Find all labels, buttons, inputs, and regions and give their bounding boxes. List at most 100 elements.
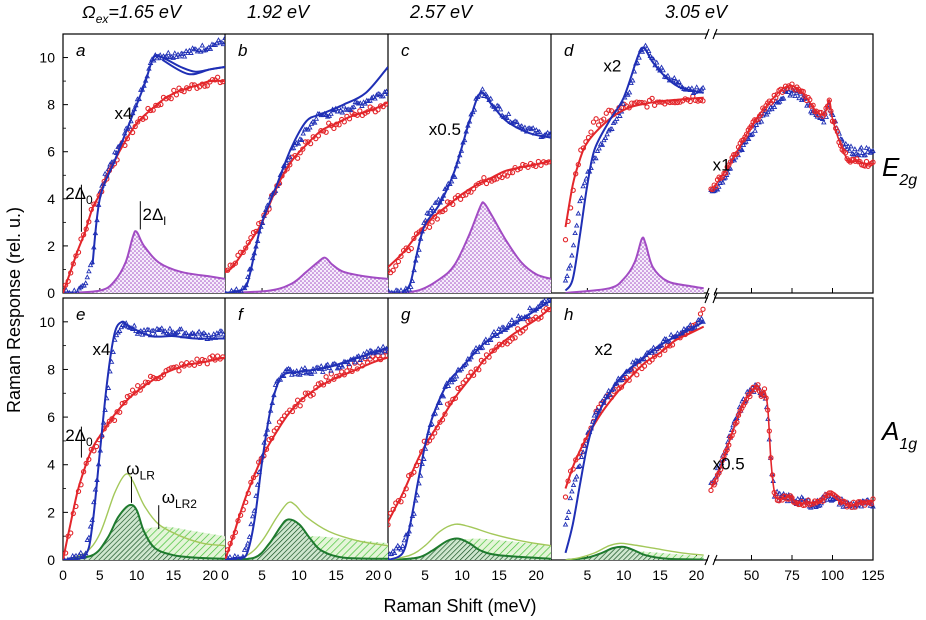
blue-data-point [870,503,876,509]
red-fit-line [225,356,388,560]
blue-fit-line [402,91,551,293]
red-data-point [463,192,469,198]
blue-data-point [546,298,551,300]
blue-data-point [671,74,678,80]
panel-content [225,343,388,560]
blue-data-point [541,298,548,303]
blue-data-point [846,147,853,153]
blue-data-point [564,514,570,520]
blue-data-point [435,196,442,202]
red-data-point [588,129,594,135]
blue-data-point [365,353,372,359]
blue-data-point [500,324,507,330]
blue-data-point [429,204,435,210]
blue-data-point [183,329,189,335]
blue-data-point [347,107,354,113]
blue-data-point [593,155,599,161]
blue-data-point [228,292,229,293]
peak-2delta-l-line [565,236,704,293]
red-data-point [644,104,650,110]
blue-data-point [572,476,578,482]
blue-data-point [739,146,745,152]
annotation-e-2-sub: LR [140,468,156,482]
x-tick-label: 20 [528,567,544,583]
blue-data-point [569,252,575,258]
annotation-e-0: x4 [93,340,111,359]
blue-data-point [202,47,209,53]
blue-data-point [364,348,370,354]
red-data-point [426,224,433,230]
blue-data-point [115,143,121,149]
y-tick-label: 8 [47,97,55,113]
blue-data-point [445,382,452,388]
blue-data-point [452,173,458,179]
blue-data-point [564,273,570,279]
red-data-point [491,177,497,183]
blue-data-point [395,542,401,548]
red-data-point [310,391,316,398]
red-data-point [122,399,128,406]
red-data-line [710,84,874,193]
red-data-point [243,245,249,251]
blue-data-point [538,300,544,306]
peak-2delta-l-fill [63,231,225,293]
red-data-point [388,522,391,528]
y-axis-title: Raman Response (rel. u.) [4,207,24,413]
peak-2delta-l-fill [565,237,704,293]
blue-data-point [452,376,458,382]
axis-break-mark [704,292,718,304]
blue-data-point [357,100,364,106]
blue-data-point [504,114,510,120]
blue-data-point [351,104,357,110]
blue-data-point [385,90,388,96]
blue-data-point [660,67,666,73]
red-data-point [651,353,658,359]
blue-data-point [215,37,222,43]
omega-lr-peak-fill [388,538,551,560]
blue-data-point [858,503,865,509]
panel-d: d x2 [562,41,706,293]
red-data-point [176,368,182,374]
red-data-point [512,335,518,341]
blue-data-point [862,152,868,158]
blue-data-point [642,42,649,48]
x-tick-label: 15 [652,567,668,583]
blue-data-point [175,328,181,334]
annotation-e-3-main: ω [162,488,175,507]
blue-data-point [63,287,69,293]
blue-data-point [839,136,845,142]
blue-data-point [183,48,189,54]
blue-data-point [653,59,660,65]
annotation-h-0: x2 [595,340,613,359]
red-data-point [346,364,353,370]
blue-data-point [674,79,681,85]
blue-data-point [175,51,181,57]
red-data-point [562,494,569,500]
red-data-point [789,495,795,501]
blue-data-point [199,42,206,48]
blue-data-point [780,95,787,101]
blue-data-point [570,242,577,248]
y-axis-row-1: 0 2 4 6 8 10 [39,33,68,301]
panel-letter: a [76,41,85,60]
blue-data-point [569,488,575,494]
high-annotation-1-main: x1 [713,156,731,175]
blue-data-point [341,103,347,109]
blue-data-point [515,313,522,319]
blue-data-point [427,207,434,213]
blue-data-point [602,135,609,141]
annotation-a-2-main: x4 [115,104,133,123]
x-tick-label: 20 [365,567,381,583]
annotation-e-1-main: 2Δ [65,426,86,445]
blue-data-point [575,210,582,216]
blue-data-point [487,95,494,101]
blue-data-point [668,331,674,337]
x-tick-label: 10 [291,567,307,583]
blue-data-point [323,111,329,117]
blue-data-point [687,321,694,327]
blue-data-point [859,149,866,155]
annotation-e-1-sub: 0 [86,435,93,449]
blue-data-point [176,53,183,59]
